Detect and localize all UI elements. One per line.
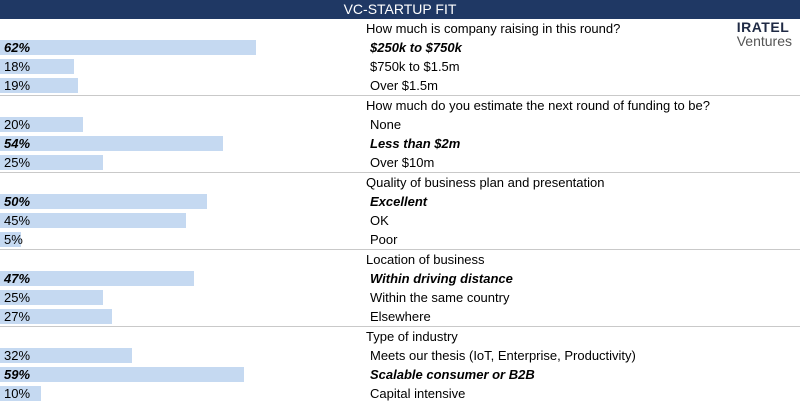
percent-label: 27%	[4, 309, 31, 324]
option-label: Excellent	[370, 194, 428, 209]
percent-label: 62%	[4, 40, 31, 55]
option-row: 27% Elsewhere	[0, 307, 800, 326]
percent-bar	[0, 78, 78, 93]
company-logo: IRATEL Ventures	[737, 20, 792, 49]
question-text: Location of business	[366, 252, 485, 267]
option-row: 47% Within driving distance	[0, 269, 800, 288]
percent-bar	[0, 155, 103, 170]
percent-label: 18%	[4, 59, 31, 74]
option-row: 19% Over $1.5m	[0, 76, 800, 95]
percent-bar	[0, 386, 41, 401]
percent-bar	[0, 309, 112, 324]
option-label: Capital intensive	[370, 386, 466, 401]
option-label: Within the same country	[370, 290, 510, 305]
option-row: 5% Poor	[0, 230, 800, 249]
percent-label: 20%	[4, 117, 31, 132]
option-row: 45% OK	[0, 211, 800, 230]
logo-line-2: Ventures	[736, 33, 792, 49]
option-label: Over $10m	[370, 155, 435, 170]
option-label: $250k to $750k	[370, 40, 462, 55]
survey-chart: How much is company raising in this roun…	[0, 19, 800, 403]
question-header: Type of industry	[0, 326, 800, 346]
option-row: 54% Less than $2m	[0, 134, 800, 153]
percent-label: 10%	[4, 386, 31, 401]
option-row: 32% Meets our thesis (IoT, Enterprise, Pr…	[0, 346, 800, 365]
option-label: Elsewhere	[370, 309, 431, 324]
percent-label: 25%	[4, 155, 31, 170]
option-label: Less than $2m	[370, 136, 461, 151]
option-label: Poor	[370, 232, 398, 247]
percent-label: 32%	[4, 348, 31, 363]
percent-bar	[0, 271, 194, 286]
percent-label: 54%	[4, 136, 31, 151]
question-text: How much do you estimate the next round …	[366, 98, 710, 113]
percent-label: 45%	[4, 213, 31, 228]
percent-label: 47%	[4, 271, 31, 286]
question-header: How much do you estimate the next round …	[0, 95, 800, 115]
question-text: How much is company raising in this roun…	[366, 21, 621, 36]
option-row: 10% Capital intensive	[0, 384, 800, 403]
option-label: Scalable consumer or B2B	[370, 367, 535, 382]
percent-label: 25%	[4, 290, 31, 305]
percent-label: 19%	[4, 78, 31, 93]
option-row: 18% $750k to $1.5m	[0, 57, 800, 76]
option-row: 62% $250k to $750k	[0, 38, 800, 57]
percent-bar	[0, 40, 256, 55]
chart-title: VC-STARTUP FIT	[0, 0, 800, 19]
option-row: 59% Scalable consumer or B2B	[0, 365, 800, 384]
option-row: 25% Over $10m	[0, 153, 800, 172]
option-label: $750k to $1.5m	[370, 59, 460, 74]
option-label: Over $1.5m	[370, 78, 438, 93]
question-header: How much is company raising in this roun…	[0, 19, 800, 38]
option-row: 25% Within the same country	[0, 288, 800, 307]
question-text: Type of industry	[366, 329, 458, 344]
percent-bar	[0, 59, 74, 74]
percent-bar	[0, 232, 21, 247]
percent-bar	[0, 367, 244, 382]
option-row: 50% Excellent	[0, 192, 800, 211]
option-label: Within driving distance	[370, 271, 513, 286]
percent-label: 50%	[4, 194, 31, 209]
percent-bar	[0, 117, 83, 132]
option-row: 20% None	[0, 115, 800, 134]
logo-line-1: IRATEL	[736, 19, 790, 35]
percent-bar	[0, 136, 223, 151]
option-label: Meets our thesis (IoT, Enterprise, Produ…	[370, 348, 636, 363]
percent-bar	[0, 348, 132, 363]
option-label: OK	[370, 213, 389, 228]
question-header: Location of business	[0, 249, 800, 269]
percent-bar	[0, 290, 103, 305]
percent-bar	[0, 213, 186, 228]
option-label: None	[370, 117, 402, 132]
question-header: Quality of business plan and presentatio…	[0, 172, 800, 192]
percent-label: 59%	[4, 367, 31, 382]
percent-label: 5%	[4, 232, 23, 247]
percent-bar	[0, 194, 207, 209]
question-text: Quality of business plan and presentatio…	[366, 175, 605, 190]
